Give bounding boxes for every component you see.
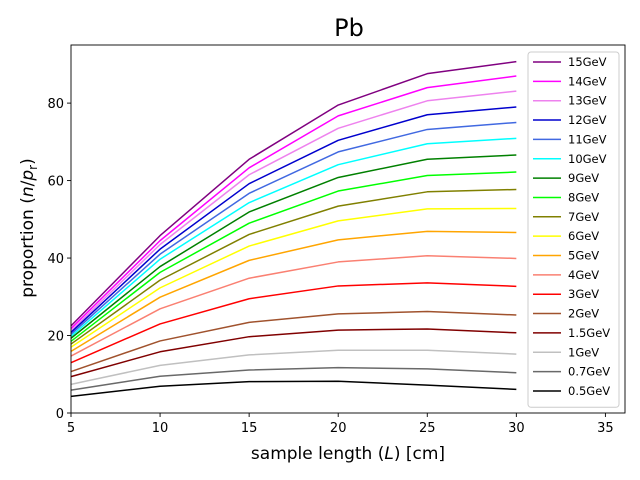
series-line-10 <box>70 230 517 353</box>
series-line-6 <box>70 154 517 339</box>
x-axis-label: sample length (L) [cm] <box>251 444 445 464</box>
chart-title: Pb <box>334 14 364 42</box>
series-line-13 <box>70 310 517 373</box>
x-tick-label-3: 20 <box>330 421 347 436</box>
legend-label-7: 8GeV <box>568 190 599 204</box>
series-line-11 <box>70 254 517 357</box>
x-tick-label-0: 5 <box>67 421 75 436</box>
legend-label-13: 2GeV <box>568 307 599 321</box>
legend-label-14: 1.5GeV <box>568 326 610 340</box>
series-line-12 <box>70 282 517 364</box>
legend-label-1: 14GeV <box>568 74 607 88</box>
legend-label-9: 6GeV <box>568 229 599 243</box>
legend-label-8: 7GeV <box>568 210 599 224</box>
legend-label-2: 13GeV <box>568 94 607 108</box>
x-tick-label-4: 25 <box>419 421 436 436</box>
y-tick-label-3: 60 <box>47 175 64 190</box>
y-axis-label: proportion (n/pr) <box>18 158 40 297</box>
series-line-0 <box>70 60 517 327</box>
legend-label-11: 4GeV <box>568 268 599 282</box>
series-line-2 <box>70 90 517 332</box>
plot-area: 5 10 15 20 25 30 35 0 20 40 60 80 <box>47 44 626 436</box>
legend: 15GeV 14GeV 13GeV 12GeV 11GeV 10GeV 9GeV 8GeV 7G… <box>527 51 620 408</box>
series-line-9 <box>70 207 517 348</box>
series-line-3 <box>70 106 517 333</box>
legend-label-6: 9GeV <box>568 171 599 185</box>
y-tick-label-0: 0 <box>56 407 64 422</box>
y-tick-label-2: 40 <box>47 252 64 267</box>
series-line-5 <box>70 137 517 337</box>
series-line-1 <box>70 75 517 330</box>
series-line-8 <box>70 188 517 345</box>
series-line-4 <box>70 121 517 335</box>
y-tick-label-1: 20 <box>47 330 64 345</box>
legend-label-16: 0.7GeV <box>568 365 610 379</box>
series-line-7 <box>70 171 517 342</box>
x-tick-label-2: 15 <box>241 421 258 436</box>
legend-label-12: 3GeV <box>568 287 599 301</box>
series-line-14 <box>70 328 517 378</box>
legend-label-3: 12GeV <box>568 113 607 127</box>
series-line-15 <box>70 349 517 386</box>
legend-label-0: 15GeV <box>568 55 607 69</box>
x-tick-label-5: 30 <box>508 421 525 436</box>
x-tick-label-6: 35 <box>597 421 614 436</box>
plot-frame <box>70 44 626 414</box>
legend-box <box>527 51 620 408</box>
series-line-17 <box>70 380 517 398</box>
legend-label-10: 5GeV <box>568 249 599 263</box>
x-tick-label-1: 10 <box>152 421 169 436</box>
series-line-16 <box>70 366 517 391</box>
legend-label-17: 0.5GeV <box>568 384 610 398</box>
legend-label-5: 10GeV <box>568 152 607 166</box>
y-tick-label-4: 80 <box>47 97 64 112</box>
legend-label-4: 11GeV <box>568 132 607 146</box>
legend-label-15: 1GeV <box>568 345 599 359</box>
